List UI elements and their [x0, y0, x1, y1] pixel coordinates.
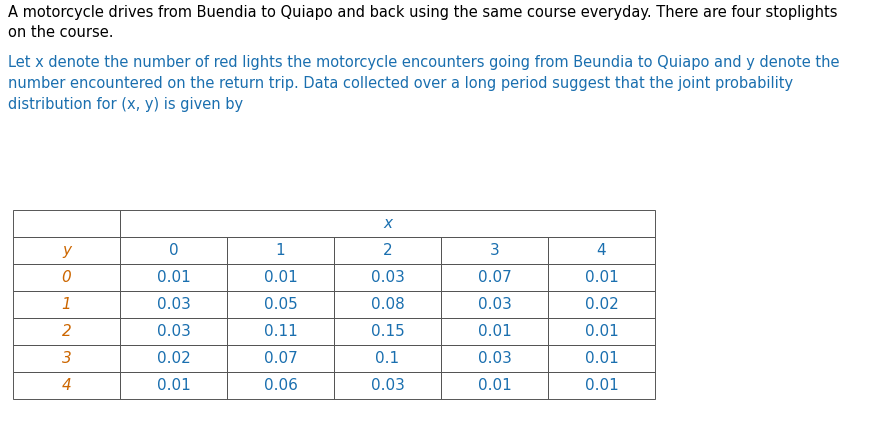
- Text: 0.01: 0.01: [478, 378, 512, 393]
- Bar: [120, 210, 655, 237]
- Bar: [441, 372, 548, 399]
- Text: 2: 2: [383, 243, 392, 258]
- Bar: [334, 372, 441, 399]
- Text: 0.03: 0.03: [478, 297, 512, 312]
- Bar: [548, 291, 655, 318]
- Bar: [441, 237, 548, 264]
- Text: 0.07: 0.07: [263, 351, 297, 366]
- Text: 0.01: 0.01: [478, 324, 512, 339]
- Bar: [441, 345, 548, 372]
- Text: 3: 3: [62, 351, 72, 366]
- Bar: [120, 237, 227, 264]
- Bar: [334, 345, 441, 372]
- Bar: [334, 237, 441, 264]
- Bar: [548, 372, 655, 399]
- Bar: [13, 291, 120, 318]
- Text: 0.11: 0.11: [263, 324, 297, 339]
- Text: 1: 1: [62, 297, 72, 312]
- Text: A motorcycle drives from Buendia to Quiapo and back using the same course everyd: A motorcycle drives from Buendia to Quia…: [8, 5, 838, 40]
- Bar: [441, 291, 548, 318]
- Bar: [120, 345, 227, 372]
- Text: 4: 4: [62, 378, 72, 393]
- Bar: [441, 318, 548, 345]
- Text: 0.01: 0.01: [584, 324, 618, 339]
- Text: 0.03: 0.03: [478, 351, 512, 366]
- Text: 0.01: 0.01: [584, 351, 618, 366]
- Bar: [13, 264, 120, 291]
- Bar: [548, 237, 655, 264]
- Text: 0.01: 0.01: [584, 378, 618, 393]
- Bar: [227, 345, 334, 372]
- Text: 1: 1: [276, 243, 285, 258]
- Bar: [120, 372, 227, 399]
- Text: 0.03: 0.03: [371, 378, 404, 393]
- Text: 0.01: 0.01: [157, 378, 190, 393]
- Bar: [548, 264, 655, 291]
- Text: 3: 3: [489, 243, 499, 258]
- Bar: [13, 237, 120, 264]
- Bar: [13, 210, 120, 237]
- Bar: [13, 345, 120, 372]
- Text: 0.01: 0.01: [263, 270, 297, 285]
- Text: x: x: [383, 216, 392, 231]
- Bar: [227, 372, 334, 399]
- Bar: [548, 318, 655, 345]
- Bar: [120, 318, 227, 345]
- Text: 0.01: 0.01: [157, 270, 190, 285]
- Bar: [227, 291, 334, 318]
- Text: 0.1: 0.1: [375, 351, 400, 366]
- Bar: [227, 318, 334, 345]
- Bar: [227, 264, 334, 291]
- Text: 0: 0: [168, 243, 178, 258]
- Bar: [120, 291, 227, 318]
- Text: 0.05: 0.05: [263, 297, 297, 312]
- Text: 0: 0: [62, 270, 72, 285]
- Bar: [334, 318, 441, 345]
- Text: 0.03: 0.03: [371, 270, 404, 285]
- Text: 0.15: 0.15: [371, 324, 404, 339]
- Text: 0.08: 0.08: [371, 297, 404, 312]
- Text: Let x denote the number of red lights the motorcycle encounters going from Beund: Let x denote the number of red lights th…: [8, 55, 840, 112]
- Bar: [548, 345, 655, 372]
- Text: y: y: [62, 243, 71, 258]
- Text: 4: 4: [597, 243, 607, 258]
- Text: 2: 2: [62, 324, 72, 339]
- Text: 0.07: 0.07: [478, 270, 512, 285]
- Bar: [334, 264, 441, 291]
- Bar: [13, 372, 120, 399]
- Bar: [441, 264, 548, 291]
- Text: 0.03: 0.03: [157, 324, 191, 339]
- Bar: [120, 264, 227, 291]
- Text: 0.02: 0.02: [157, 351, 190, 366]
- Text: 0.03: 0.03: [157, 297, 191, 312]
- Bar: [227, 237, 334, 264]
- Bar: [13, 318, 120, 345]
- Bar: [334, 291, 441, 318]
- Text: 0.06: 0.06: [263, 378, 297, 393]
- Text: 0.01: 0.01: [584, 270, 618, 285]
- Text: 0.02: 0.02: [584, 297, 618, 312]
